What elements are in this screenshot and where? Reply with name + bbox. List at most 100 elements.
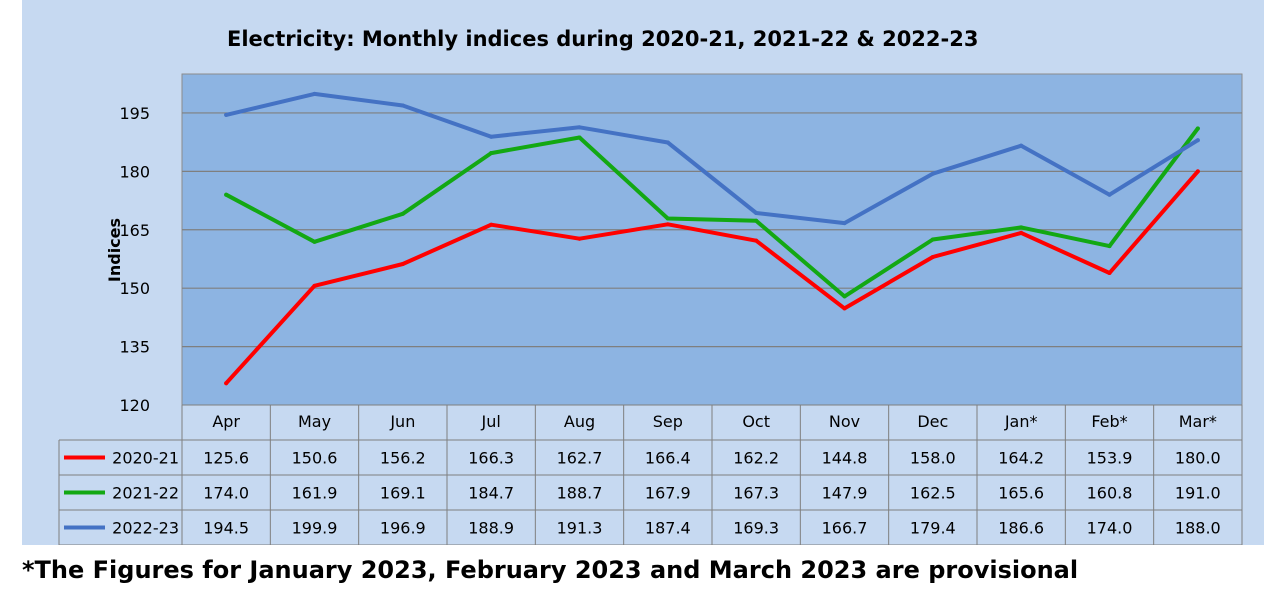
y-tick-label: 135	[119, 338, 150, 357]
legend-label-2021-22: 2021-22	[112, 484, 179, 503]
chart-title: Electricity: Monthly indices during 2020…	[227, 27, 978, 51]
series-line-2021-22	[224, 126, 1200, 299]
data-point-2020-21	[1019, 230, 1024, 235]
data-point-2022-23	[312, 91, 317, 96]
y-tick-label: 120	[119, 396, 150, 415]
data-point-2020-21	[224, 381, 229, 386]
data-point-2021-22	[577, 135, 582, 140]
table-cell: 169.3	[733, 519, 779, 538]
data-point-2021-22	[312, 239, 317, 244]
table-cell: 188.0	[1175, 519, 1221, 538]
data-point-2020-21	[665, 222, 670, 227]
data-point-2020-21	[577, 236, 582, 241]
data-point-2022-23	[577, 125, 582, 130]
table-cell: 194.5	[203, 519, 249, 538]
footnote: *The Figures for January 2023, February …	[22, 556, 1079, 584]
data-point-2022-23	[754, 211, 759, 216]
data-point-2021-22	[224, 192, 229, 197]
y-axis-title: Indices	[105, 218, 124, 282]
data-point-2022-23	[1107, 192, 1112, 197]
chart-svg: Electricity: Monthly indices during 2020…	[58, 27, 1243, 545]
table-cell: 125.6	[203, 449, 249, 468]
table-cell: 162.5	[910, 484, 956, 503]
data-point-2021-22	[1195, 126, 1200, 131]
table-cell: 169.1	[380, 484, 426, 503]
x-category-label: Dec	[917, 412, 948, 431]
data-point-2021-22	[930, 237, 935, 242]
table-cell: 180.0	[1175, 449, 1221, 468]
data-point-2022-23	[665, 140, 670, 145]
series-line-2020-21	[224, 169, 1200, 386]
x-category-label: Jun	[389, 412, 415, 431]
data-point-2020-21	[400, 262, 405, 267]
table-cell: 174.0	[203, 484, 249, 503]
table-cell: 162.2	[733, 449, 779, 468]
y-tick-label: 150	[119, 279, 150, 298]
data-point-2022-23	[1195, 138, 1200, 143]
series-line-2022-23	[224, 91, 1200, 226]
data-point-2020-21	[1107, 270, 1112, 275]
table-cell: 144.8	[822, 449, 868, 468]
table-cell: 147.9	[822, 484, 868, 503]
data-point-2021-22	[665, 216, 670, 221]
legend-label-2020-21: 2020-21	[112, 449, 179, 468]
table-cell: 187.4	[645, 519, 691, 538]
x-category-label: Nov	[829, 412, 860, 431]
x-category-label: Jan*	[1004, 412, 1038, 431]
data-point-2022-23	[489, 134, 494, 139]
table-cell: 174.0	[1087, 519, 1133, 538]
table-cell: 166.4	[645, 449, 691, 468]
table-cell: 153.9	[1087, 449, 1133, 468]
data-point-2020-21	[489, 222, 494, 227]
data-point-2021-22	[1107, 244, 1112, 249]
x-category-label: Feb*	[1091, 412, 1127, 431]
data-point-2021-22	[489, 151, 494, 156]
legend-label-2022-23: 2022-23	[112, 519, 179, 538]
table-cell: 166.7	[822, 519, 868, 538]
x-category-label: Jul	[481, 412, 501, 431]
data-point-2021-22	[842, 294, 847, 299]
table-cell: 167.3	[733, 484, 779, 503]
data-point-2020-21	[930, 255, 935, 260]
table-cell: 160.8	[1087, 484, 1133, 503]
table-cell: 188.9	[468, 519, 514, 538]
table-cell: 166.3	[468, 449, 514, 468]
x-category-label: Apr	[212, 412, 240, 431]
table-cell: 196.9	[380, 519, 426, 538]
plot-area	[181, 73, 1243, 406]
table-cell: 161.9	[292, 484, 338, 503]
y-tick-label: 165	[119, 221, 150, 240]
data-point-2022-23	[224, 112, 229, 117]
x-category-label: May	[298, 412, 331, 431]
data-point-2021-22	[400, 211, 405, 216]
data-point-2022-23	[400, 103, 405, 108]
table-cell: 184.7	[468, 484, 514, 503]
table-cell: 167.9	[645, 484, 691, 503]
data-point-2020-21	[312, 283, 317, 288]
table-cell: 186.6	[998, 519, 1044, 538]
table-cell: 179.4	[910, 519, 956, 538]
y-tick-label: 195	[119, 104, 150, 123]
table-cell: 165.6	[998, 484, 1044, 503]
table-cell: 164.2	[998, 449, 1044, 468]
data-point-2021-22	[1019, 225, 1024, 230]
x-category-label: Aug	[564, 412, 595, 431]
x-category-label: Oct	[742, 412, 770, 431]
y-tick-label: 180	[119, 162, 150, 181]
data-point-2021-22	[754, 218, 759, 223]
data-point-2020-21	[754, 238, 759, 243]
data-point-2022-23	[1019, 143, 1024, 148]
table-cell: 191.0	[1175, 484, 1221, 503]
table-cell: 188.7	[557, 484, 603, 503]
table-cell: 162.7	[557, 449, 603, 468]
table-cell: 150.6	[292, 449, 338, 468]
table-cell: 156.2	[380, 449, 426, 468]
table-cell: 191.3	[557, 519, 603, 538]
data-point-2020-21	[1195, 169, 1200, 174]
x-category-label: Sep	[653, 412, 683, 431]
data-point-2022-23	[930, 171, 935, 176]
chart-panel: Electricity: Monthly indices during 2020…	[22, 0, 1264, 545]
table-cell: 158.0	[910, 449, 956, 468]
table-cell: 199.9	[292, 519, 338, 538]
data-point-2022-23	[842, 221, 847, 226]
